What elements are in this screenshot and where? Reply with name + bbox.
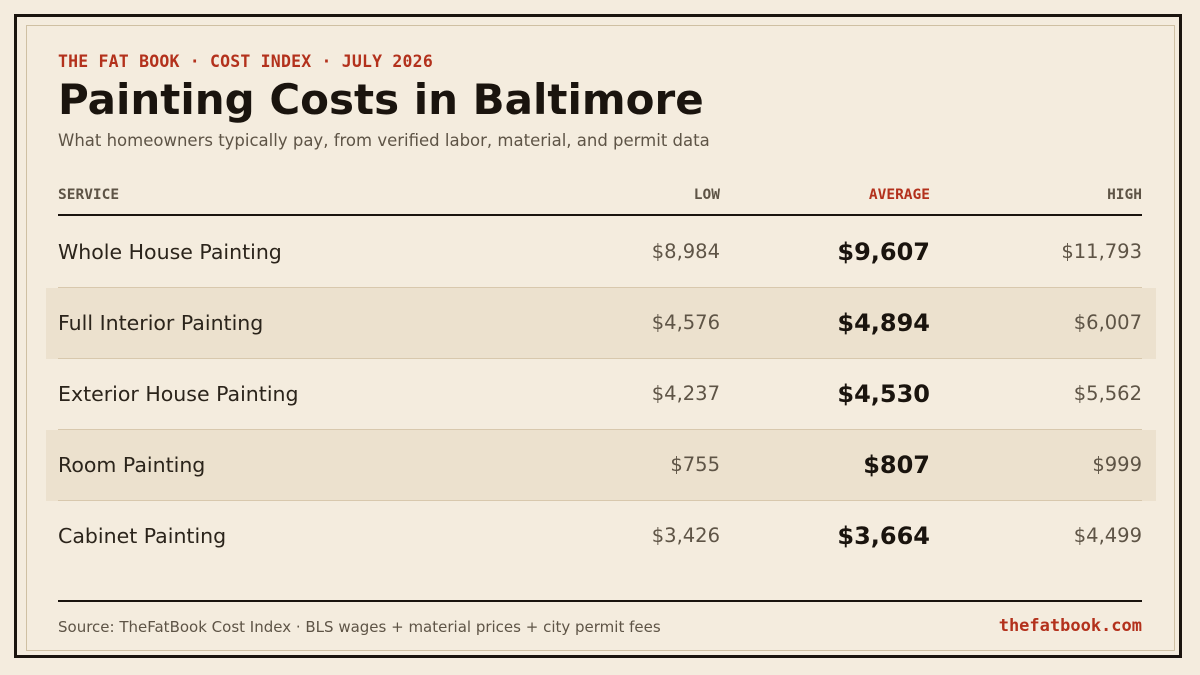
column-header-service: SERVICE [58,187,120,203]
cost-table: Whole House Painting $8,984 $9,607 $11,7… [46,217,1156,572]
average-cost: $4,530 [837,380,930,408]
row-divider [58,500,1142,501]
row-divider [58,287,1142,288]
average-cost: $807 [863,451,930,479]
column-header-high: HIGH [1107,187,1142,203]
low-cost: $4,237 [651,382,720,405]
header-rule [58,214,1142,216]
kicker-label: THE FAT BOOK · COST INDEX · JULY 2026 [58,52,433,71]
column-header-average: AVERAGE [868,187,930,203]
service-name: Room Painting [58,453,206,477]
column-header-low: LOW [693,187,720,203]
average-cost: $4,894 [837,309,930,337]
average-cost: $9,607 [837,238,930,266]
low-cost: $755 [670,453,720,476]
table-row: Full Interior Painting $4,576 $4,894 $6,… [46,288,1156,359]
table-row: Whole House Painting $8,984 $9,607 $11,7… [46,217,1156,288]
service-name: Whole House Painting [58,240,282,264]
service-name: Full Interior Painting [58,311,264,335]
low-cost: $4,576 [651,311,720,334]
service-name: Exterior House Painting [58,382,299,406]
table-row: Room Painting $755 $807 $999 [46,430,1156,501]
footer-rule [58,600,1142,602]
inner-frame [26,25,1175,651]
high-cost: $11,793 [1061,240,1142,263]
service-name: Cabinet Painting [58,524,227,548]
row-divider [58,429,1142,430]
outer-frame [14,14,1182,658]
site-link[interactable]: thefatbook.com [998,616,1142,636]
page-subtitle: What homeowners typically pay, from veri… [58,131,710,150]
high-cost: $6,007 [1073,311,1142,334]
high-cost: $5,562 [1073,382,1142,405]
low-cost: $8,984 [651,240,720,263]
source-note: Source: TheFatBook Cost Index · BLS wage… [58,618,661,636]
row-divider [58,358,1142,359]
low-cost: $3,426 [651,524,720,547]
table-row: Exterior House Painting $4,237 $4,530 $5… [46,359,1156,430]
high-cost: $999 [1092,453,1142,476]
table-row: Cabinet Painting $3,426 $3,664 $4,499 [46,501,1156,572]
average-cost: $3,664 [837,522,930,550]
page-title: Painting Costs in Baltimore [58,75,704,124]
high-cost: $4,499 [1073,524,1142,547]
